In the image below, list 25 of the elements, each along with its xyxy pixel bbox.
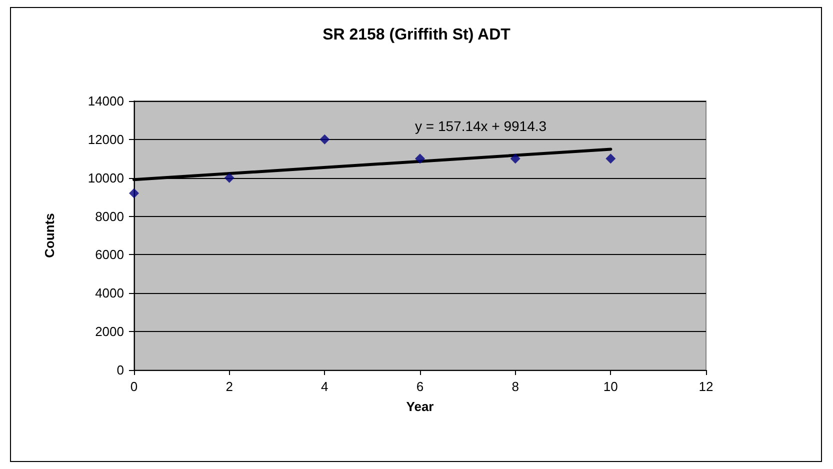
x-axis-title: Year (406, 399, 434, 414)
point (606, 154, 616, 164)
y-tick-label: 2000 (95, 324, 124, 340)
y-tick-label: 6000 (95, 247, 124, 262)
x-tick-label: 4 (321, 379, 328, 394)
y-axis-title: Counts (42, 213, 57, 258)
x-tick-label: 10 (603, 379, 618, 394)
point (415, 154, 425, 164)
y-tick-label: 14000 (88, 94, 124, 108)
annotation: y = 157.14x + 9914.3 (415, 118, 547, 134)
y-tick-label: 12000 (88, 132, 124, 147)
chart-title: SR 2158 (Griffith St) ADT (322, 26, 511, 44)
y-tick-label: 10000 (88, 170, 124, 186)
point (224, 172, 234, 183)
y-tick-label: 0 (116, 362, 124, 378)
y-tick-label: 8000 (95, 208, 124, 224)
y-tick-label: 4000 (95, 286, 124, 301)
x-tick-label: 2 (226, 379, 233, 394)
x-tick-label: 12 (698, 379, 714, 394)
point (510, 154, 520, 164)
x-tick-label: 0 (130, 379, 138, 394)
point (320, 134, 330, 144)
x-tick-label: 8 (512, 379, 519, 394)
x-tick-label: 6 (416, 379, 424, 394)
point (129, 188, 139, 198)
